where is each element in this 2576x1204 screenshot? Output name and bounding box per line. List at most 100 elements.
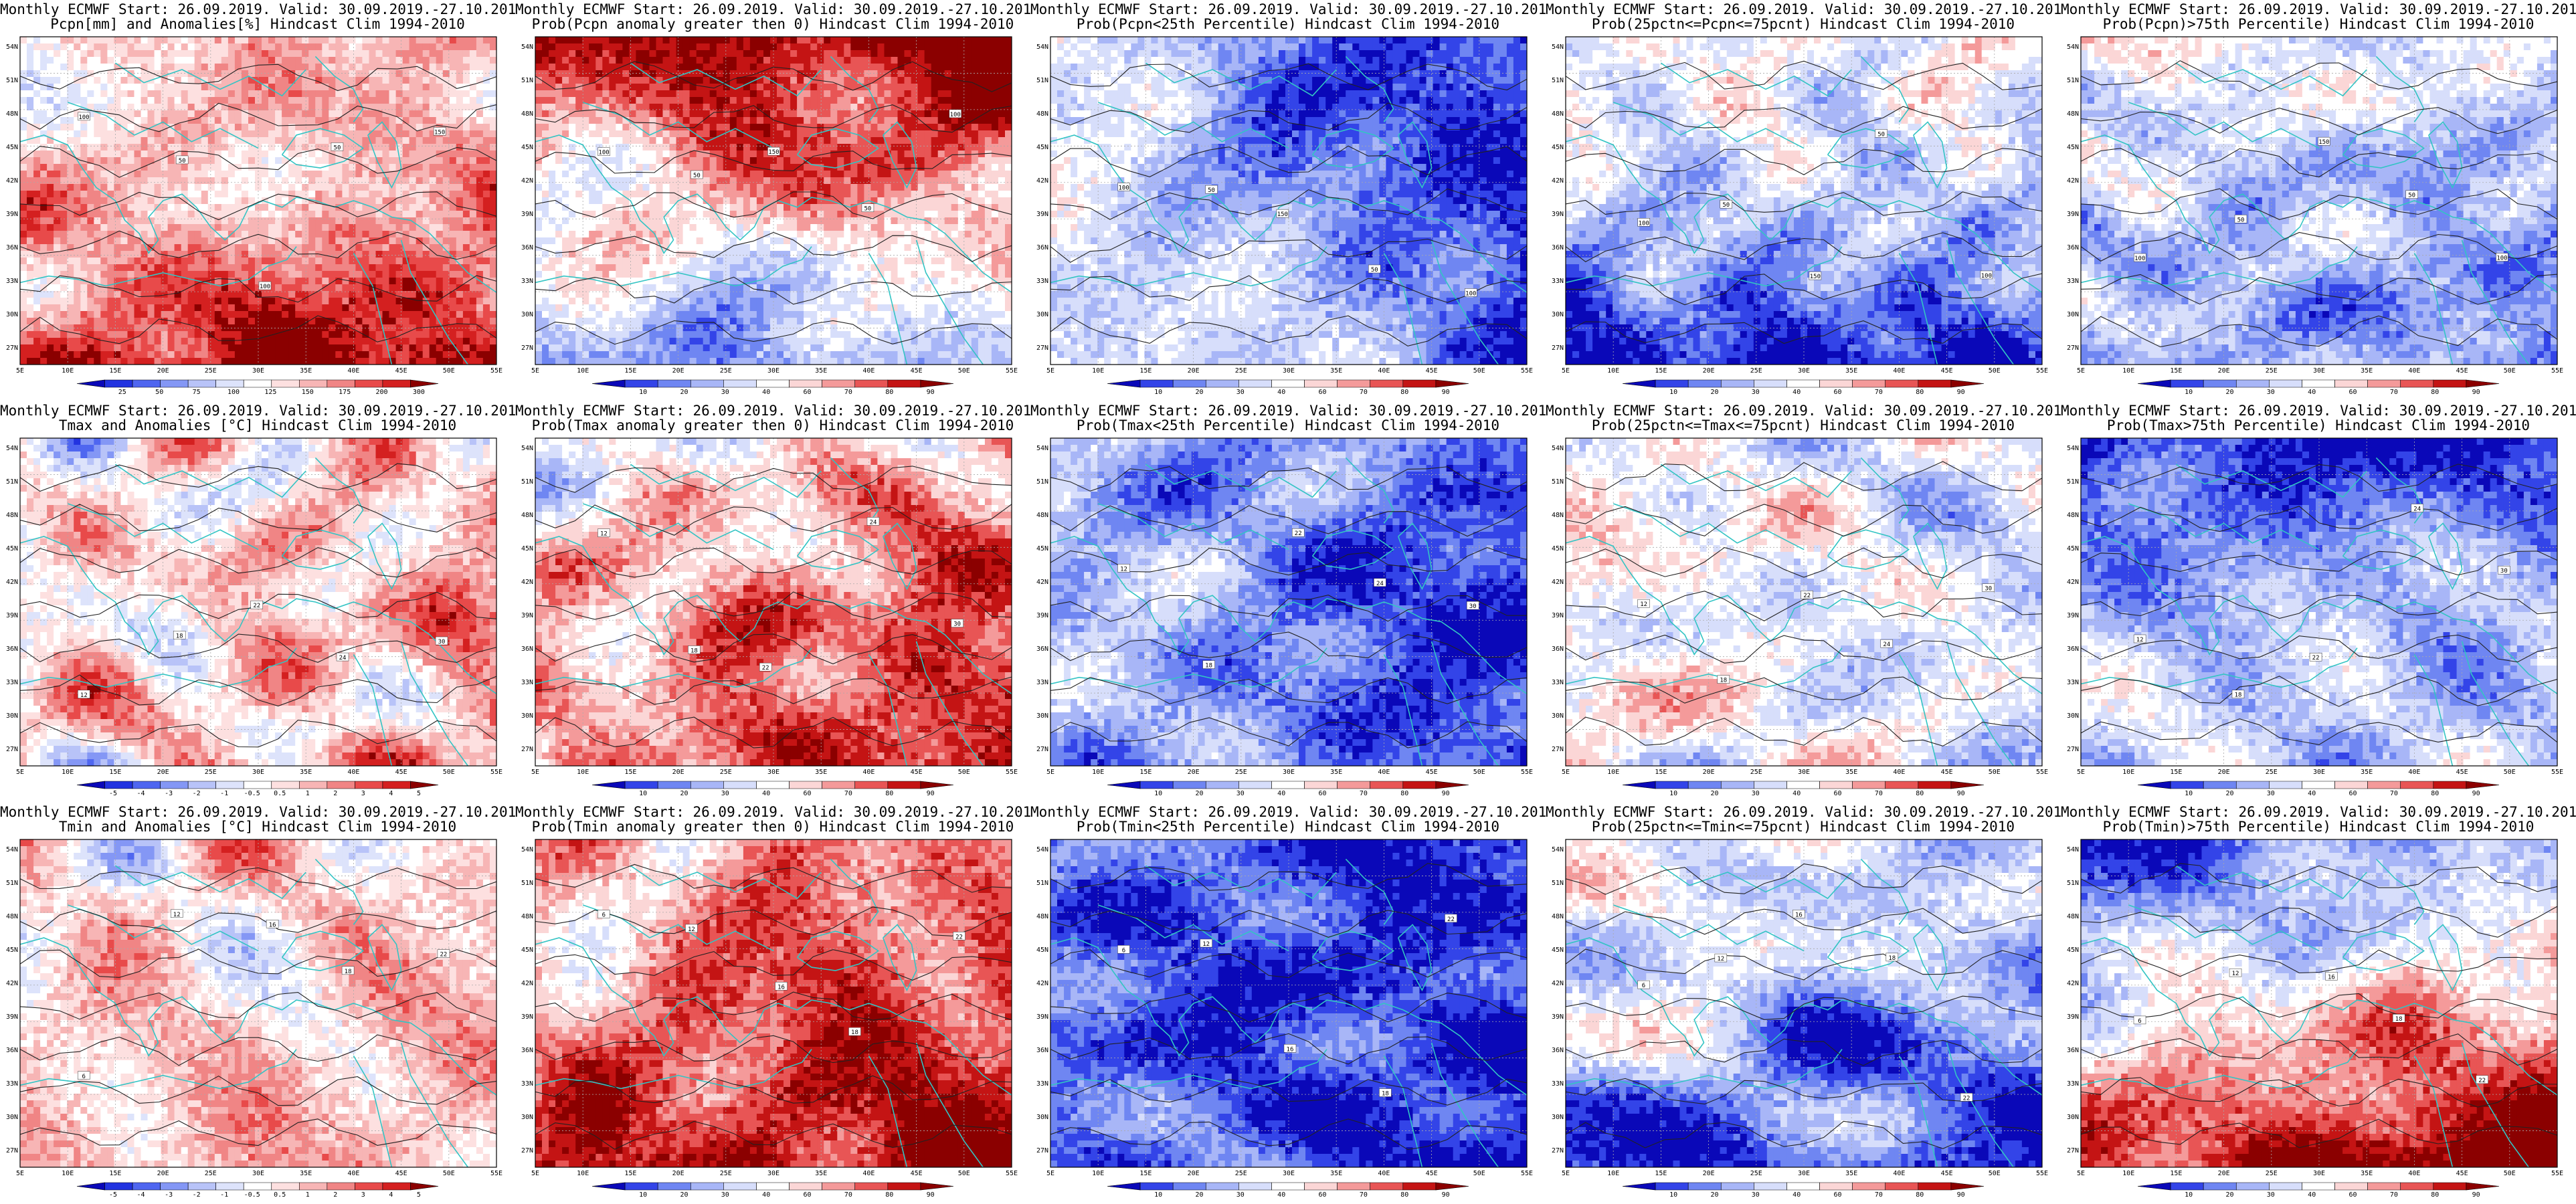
contour-label: 150 (2318, 136, 2330, 146)
panel-title-line1: Monthly ECMWF Start: 26.09.2019. Valid: … (0, 403, 515, 419)
contour-label: 6 (1117, 945, 1130, 954)
lon-tick-label: 15E (2170, 367, 2182, 375)
colorbar-tick-label: 150 (302, 389, 314, 396)
colorbar-tick-label: 10 (1669, 1191, 1677, 1199)
lat-tick-label: 48N (1036, 512, 1048, 519)
colorbar-tick-label: 20 (1195, 790, 1203, 797)
svg-text:100: 100 (78, 114, 89, 121)
lat-tick-label: 54N (521, 846, 533, 854)
colorbar-tick-label: 2 (333, 790, 337, 797)
lat-tick-label: 48N (6, 512, 18, 519)
lat-tick-label: 45N (6, 144, 18, 151)
contour-label: 12 (170, 909, 183, 918)
panel-title-line1: Monthly ECMWF Start: 26.09.2019. Valid: … (2061, 804, 2576, 820)
colorbar-tick-label: 10 (2185, 389, 2193, 396)
lon-tick-label: 10E (577, 367, 589, 375)
lon-tick-label: 40E (347, 1170, 359, 1177)
lat-tick-label: 36N (6, 645, 18, 653)
lon-tick-label: 30E (252, 1170, 264, 1177)
lon-tick-label: 30E (252, 367, 264, 375)
map-panel: Monthly ECMWF Start: 26.09.2019. Valid: … (1546, 803, 2061, 1204)
colorbar-tick-label: 90 (1957, 790, 1965, 797)
lat-tick-label: 39N (1552, 612, 1564, 619)
map-panel: Monthly ECMWF Start: 26.09.2019. Valid: … (1030, 0, 1546, 401)
colorbar: 10 20 30 40 60 70 80 90 (2137, 781, 2500, 797)
contour-label: 22 (2309, 652, 2322, 662)
lat-tick-label: 45N (1036, 144, 1048, 151)
lon-tick-label: 50E (1473, 367, 1485, 375)
colorbar-tick-label: 70 (1360, 790, 1368, 797)
lat-tick-label: 36N (2067, 244, 2079, 252)
map-frame (535, 839, 1012, 1168)
map-plot: 12 18 22 24 30 54N 51N 48N 45N 42N 39N 36N 33N 30N 27N… (2067, 437, 2563, 797)
lat-tick-label: 33N (1552, 1080, 1564, 1088)
map-panel: Monthly ECMWF Start: 26.09.2019. Valid: … (2061, 803, 2576, 1204)
contour-label: 22 (1445, 914, 1457, 923)
contour-label: 12 (2133, 634, 2146, 643)
lon-tick-label: 25E (1750, 769, 1762, 776)
lon-tick-label: 20E (672, 769, 684, 776)
colorbar-tick-label: 40 (1277, 1191, 1285, 1199)
contour-label: 100 (2133, 253, 2146, 262)
lon-tick-label: 10E (62, 1170, 74, 1177)
colorbar-tick-label: 70 (1360, 389, 1368, 396)
colorbar-tick-label: 60 (1318, 790, 1326, 797)
map-panel: Monthly ECMWF Start: 26.09.2019. Valid: … (1030, 401, 1546, 803)
contour-label: 30 (951, 619, 963, 628)
contour-label: 100 (258, 281, 272, 290)
contour-lines: 100 50 150 50 100 (1050, 63, 1527, 346)
map-plot: 61216182254N51N48N45N42N39N36N33N30N27N5… (6, 839, 502, 1199)
lat-tick-label: 54N (1036, 846, 1048, 854)
colorbar-tick-label: -3 (165, 790, 173, 797)
lat-tick-label: 42N (2067, 177, 2079, 185)
map-frame (1050, 437, 1528, 767)
lat-tick-label: 36N (1552, 645, 1564, 653)
lon-tick-label: 35E (2361, 367, 2373, 375)
contour-label: 6 (2133, 1015, 2146, 1025)
lon-tick-label: 30E (2313, 1170, 2325, 1177)
lon-tick-label: 30E (1283, 1170, 1295, 1177)
lat-tick-label: 36N (521, 645, 533, 653)
lon-tick-label: 55E (1521, 367, 1533, 375)
contour-lines: 6 12 16 18 22 (1566, 864, 2042, 1149)
colorbar: 10 20 30 40 60 70 80 90 (2137, 1182, 2500, 1199)
lat-tick-label: 30N (1036, 1114, 1048, 1121)
lon-tick-label: 55E (490, 367, 502, 375)
lat-tick-label: 39N (1036, 211, 1048, 218)
colorbar-tick-label: 90 (1957, 1191, 1965, 1199)
map-panel: Monthly ECMWF Start: 26.09.2019. Valid: … (0, 401, 515, 803)
colorbar-tick-label: 1 (306, 1191, 310, 1199)
lat-tick-label: 33N (2067, 679, 2079, 686)
svg-text:50: 50 (179, 158, 186, 165)
shaded-field (535, 839, 1012, 1167)
lat-tick-label: 36N (1036, 1047, 1048, 1054)
lat-tick-label: 33N (6, 278, 18, 285)
lon-tick-label: 40E (347, 769, 359, 776)
colorbar: 10 20 30 40 60 70 80 90 (2137, 379, 2500, 396)
map-frame (2080, 36, 2558, 365)
lon-tick-label: 10E (1607, 367, 1619, 375)
lat-tick-label: 36N (1036, 244, 1048, 252)
lon-tick-label: 55E (2036, 769, 2048, 776)
contour-label: 22 (1960, 1093, 1973, 1102)
lat-tick-label: 45N (2067, 144, 2079, 151)
contour-lines: 100 50 150 50 100 (1566, 60, 2042, 344)
lon-tick-label: 15E (624, 769, 636, 776)
shaded-field (1566, 438, 2042, 766)
lat-tick-label: 51N (6, 77, 18, 84)
colorbar-tick-label: 10 (639, 1191, 647, 1199)
colorbar-tick-label: 70 (844, 1191, 852, 1199)
colorbar-tick-label: 125 (264, 389, 276, 396)
lat-tick-label: 27N (1036, 344, 1048, 352)
colorbar-tick-label: 3 (361, 790, 365, 797)
contour-label: 6 (1637, 980, 1650, 989)
contour-label: 150 (433, 127, 446, 136)
panel-title-line2: Prob(25pctn<=Pcpn<=75pcnt) Hindcast Clim… (1546, 16, 2061, 32)
lat-tick-label: 30N (1036, 311, 1048, 318)
colorbar-tick-label: 70 (1360, 1191, 1368, 1199)
lon-tick-label: 40E (2408, 769, 2420, 776)
colorbar-tick-label: 70 (2390, 1191, 2398, 1199)
panel-title-line2: Prob(Tmax anomaly greater then 0) Hindca… (515, 417, 1030, 433)
lat-tick-label: 51N (521, 880, 533, 887)
lon-tick-label: 30E (767, 1170, 779, 1177)
